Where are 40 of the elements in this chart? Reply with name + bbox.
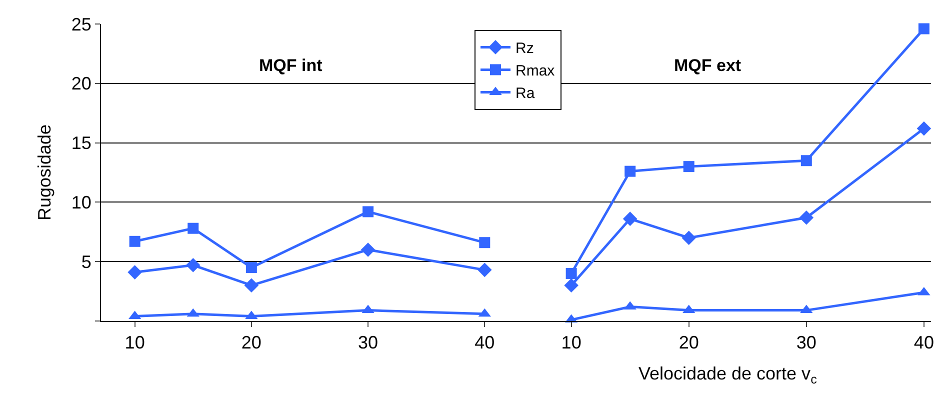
x-tick-label: 10 — [124, 332, 145, 353]
point — [244, 278, 259, 293]
x-tick-label: 40 — [914, 332, 934, 353]
point — [478, 262, 492, 278]
point — [622, 212, 638, 226]
point — [918, 23, 930, 34]
point — [188, 222, 199, 234]
point — [360, 242, 376, 257]
point — [682, 230, 696, 245]
x-axis-title: Velocidade de corte v$_{c}$ — [638, 364, 817, 386]
y-tick-label: 15 — [71, 133, 92, 154]
y-tick-label: 25 — [71, 14, 92, 34]
y-tick-label: 20 — [71, 74, 92, 94]
y-tick-label: 5 — [81, 252, 92, 272]
y-axis-title: Rugosidade — [34, 124, 55, 221]
annotation: MQF int — [259, 56, 323, 75]
point — [799, 210, 814, 225]
point — [479, 237, 490, 248]
y-tick-label: 10 — [71, 192, 92, 212]
x-tick-label: 20 — [241, 332, 262, 353]
point — [916, 121, 932, 136]
x-tick-label: 10 — [561, 332, 582, 353]
annotation: MQF ext — [674, 56, 742, 75]
point — [128, 265, 142, 280]
x-tick-label: 30 — [358, 332, 378, 353]
legend-label: Ra — [516, 85, 536, 102]
point — [362, 206, 374, 218]
point — [246, 262, 257, 274]
point — [186, 258, 200, 272]
x-tick-label: 20 — [678, 332, 699, 353]
point — [624, 166, 636, 177]
point — [129, 236, 140, 247]
point — [564, 278, 578, 293]
point — [566, 268, 577, 279]
point — [683, 161, 694, 172]
x-tick-label: 40 — [474, 332, 495, 353]
legend-label: Rz — [516, 40, 534, 58]
legend-label: Rmax — [516, 62, 556, 80]
x-tick-label: 30 — [796, 332, 816, 353]
point — [800, 155, 812, 166]
